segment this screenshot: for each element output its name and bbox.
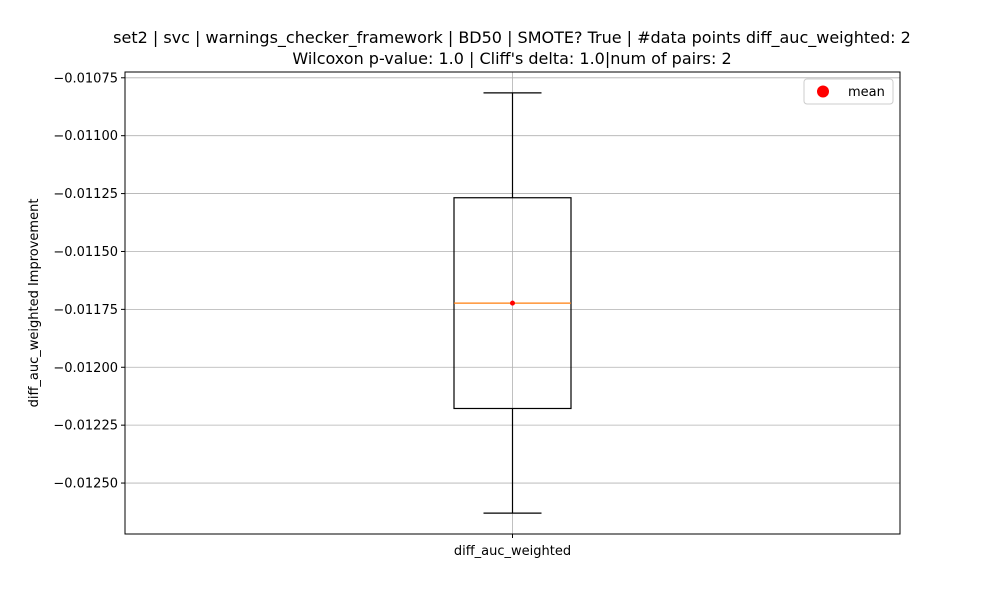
chart-title-line-2: Wilcoxon p-value: 1.0 | Cliff's delta: 1… (292, 49, 731, 68)
x-tick-label: diff_auc_weighted (454, 544, 571, 559)
plot-area-frame (124, 71, 901, 535)
axis-ticks: −0.01075 −0.01100 −0.01125 −0.01150 −0.01175… (53, 71, 571, 559)
y-tick-label: −0.01200 (53, 361, 118, 376)
legend-label-mean: mean (848, 85, 885, 100)
y-tick-label: −0.01150 (53, 245, 118, 260)
y-tick-label: −0.01175 (53, 303, 118, 318)
mean-marker (509, 300, 515, 306)
y-tick-label: −0.01100 (53, 129, 118, 144)
y-tick-label: −0.01125 (53, 187, 118, 202)
box-plot-body (453, 92, 572, 514)
legend: mean (803, 78, 894, 105)
y-tick-label: −0.01075 (53, 71, 118, 86)
y-tick-label: −0.01225 (53, 419, 118, 434)
legend-frame (803, 78, 894, 105)
y-tick-label: −0.01250 (53, 477, 118, 492)
legend-mean-marker (817, 85, 829, 98)
y-axis-label: diff_auc_weighted Improvement (27, 199, 42, 408)
chart-title-line-1: set2 | svc | warnings_checker_framework … (113, 28, 911, 48)
